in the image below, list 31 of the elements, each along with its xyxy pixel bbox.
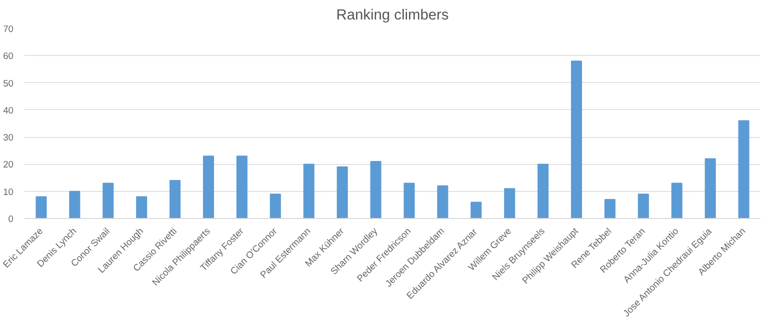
bar	[704, 158, 716, 218]
bar	[202, 156, 214, 218]
bar	[236, 156, 248, 218]
bar	[570, 60, 582, 218]
bar	[738, 120, 750, 218]
bar	[671, 182, 682, 218]
bar	[604, 199, 616, 218]
bar	[504, 188, 516, 218]
bar	[136, 196, 148, 218]
chart-title: Ranking climbers	[336, 8, 449, 24]
bar	[270, 194, 281, 218]
y-tick-label: 0	[8, 214, 14, 224]
bar	[404, 182, 415, 218]
bar	[638, 194, 649, 218]
y-tick-label: 10	[3, 186, 14, 197]
bar	[102, 182, 114, 218]
bar	[170, 180, 181, 218]
bar	[370, 161, 382, 218]
y-tick-label: 30	[3, 132, 14, 143]
y-tick-label: 50	[3, 78, 14, 88]
y-tick-label: 60	[3, 51, 14, 62]
bar	[470, 202, 482, 218]
bar	[538, 164, 549, 218]
bar	[437, 185, 448, 218]
bar	[36, 196, 47, 218]
y-tick-label: 40	[3, 105, 14, 116]
y-tick-label: 20	[3, 160, 14, 170]
bar	[69, 190, 80, 218]
y-tick-label: 70	[3, 24, 14, 34]
bar	[303, 164, 314, 218]
bar	[336, 166, 348, 218]
